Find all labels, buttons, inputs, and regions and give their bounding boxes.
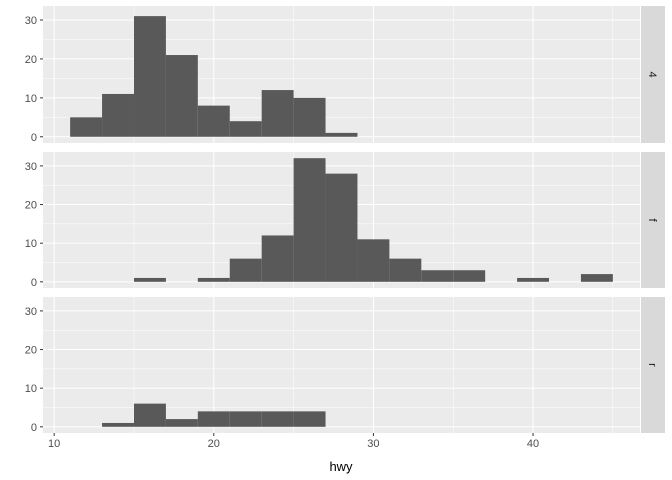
histogram-bar — [70, 117, 103, 137]
histogram-bar — [293, 97, 326, 137]
y-tick-label: 0 — [31, 422, 37, 434]
facet-strip-label: f — [646, 218, 658, 222]
histogram-bar — [389, 258, 422, 282]
histogram-bar — [133, 16, 166, 137]
x-axis-label: hwy — [329, 459, 353, 474]
histogram-bar — [229, 121, 262, 137]
histogram-bar — [517, 277, 550, 282]
histogram-bar — [453, 270, 486, 282]
facet-strip-label: r — [646, 363, 658, 367]
histogram-bar — [197, 105, 230, 137]
histogram-bar — [421, 270, 454, 282]
histogram-bar — [357, 239, 390, 282]
panel-background — [43, 297, 640, 433]
histogram-bar — [261, 235, 294, 282]
y-tick-label: 30 — [25, 15, 37, 27]
y-tick-label: 0 — [31, 277, 37, 289]
histogram-bar — [325, 132, 358, 137]
y-tick-label: 20 — [25, 345, 37, 357]
x-tick-label: 20 — [208, 438, 220, 450]
facet-strip — [641, 152, 665, 288]
y-tick-label: 0 — [31, 132, 37, 144]
histogram-bar — [102, 93, 134, 137]
histogram-bar — [261, 411, 294, 427]
histogram-bar — [229, 258, 262, 282]
histogram-bar — [197, 277, 230, 282]
histogram-bar — [261, 90, 294, 137]
y-tick-label: 30 — [25, 161, 37, 173]
histogram-bar — [102, 422, 134, 427]
facet-strip-label: 4 — [646, 71, 658, 77]
histogram-bar — [293, 158, 326, 282]
histogram-bar — [325, 173, 358, 282]
histogram-bar — [580, 274, 613, 282]
y-tick-label: 30 — [25, 306, 37, 318]
histogram-bar — [133, 403, 166, 427]
histogram-bar — [293, 411, 326, 427]
facet-strip — [641, 6, 665, 143]
y-tick-label: 10 — [25, 238, 37, 250]
histogram-bar — [133, 277, 166, 282]
y-tick-label: 10 — [25, 93, 37, 105]
y-tick-label: 20 — [25, 200, 37, 212]
histogram-bar — [229, 411, 262, 427]
histogram-bar — [165, 419, 198, 427]
x-tick-label: 10 — [48, 438, 60, 450]
histogram-bar — [197, 411, 230, 427]
x-tick-label: 40 — [527, 438, 539, 450]
y-tick-label: 20 — [25, 54, 37, 66]
facet-strip — [641, 297, 665, 433]
x-tick-label: 30 — [367, 438, 379, 450]
histogram-bar — [165, 55, 198, 137]
y-tick-label: 10 — [25, 383, 37, 395]
